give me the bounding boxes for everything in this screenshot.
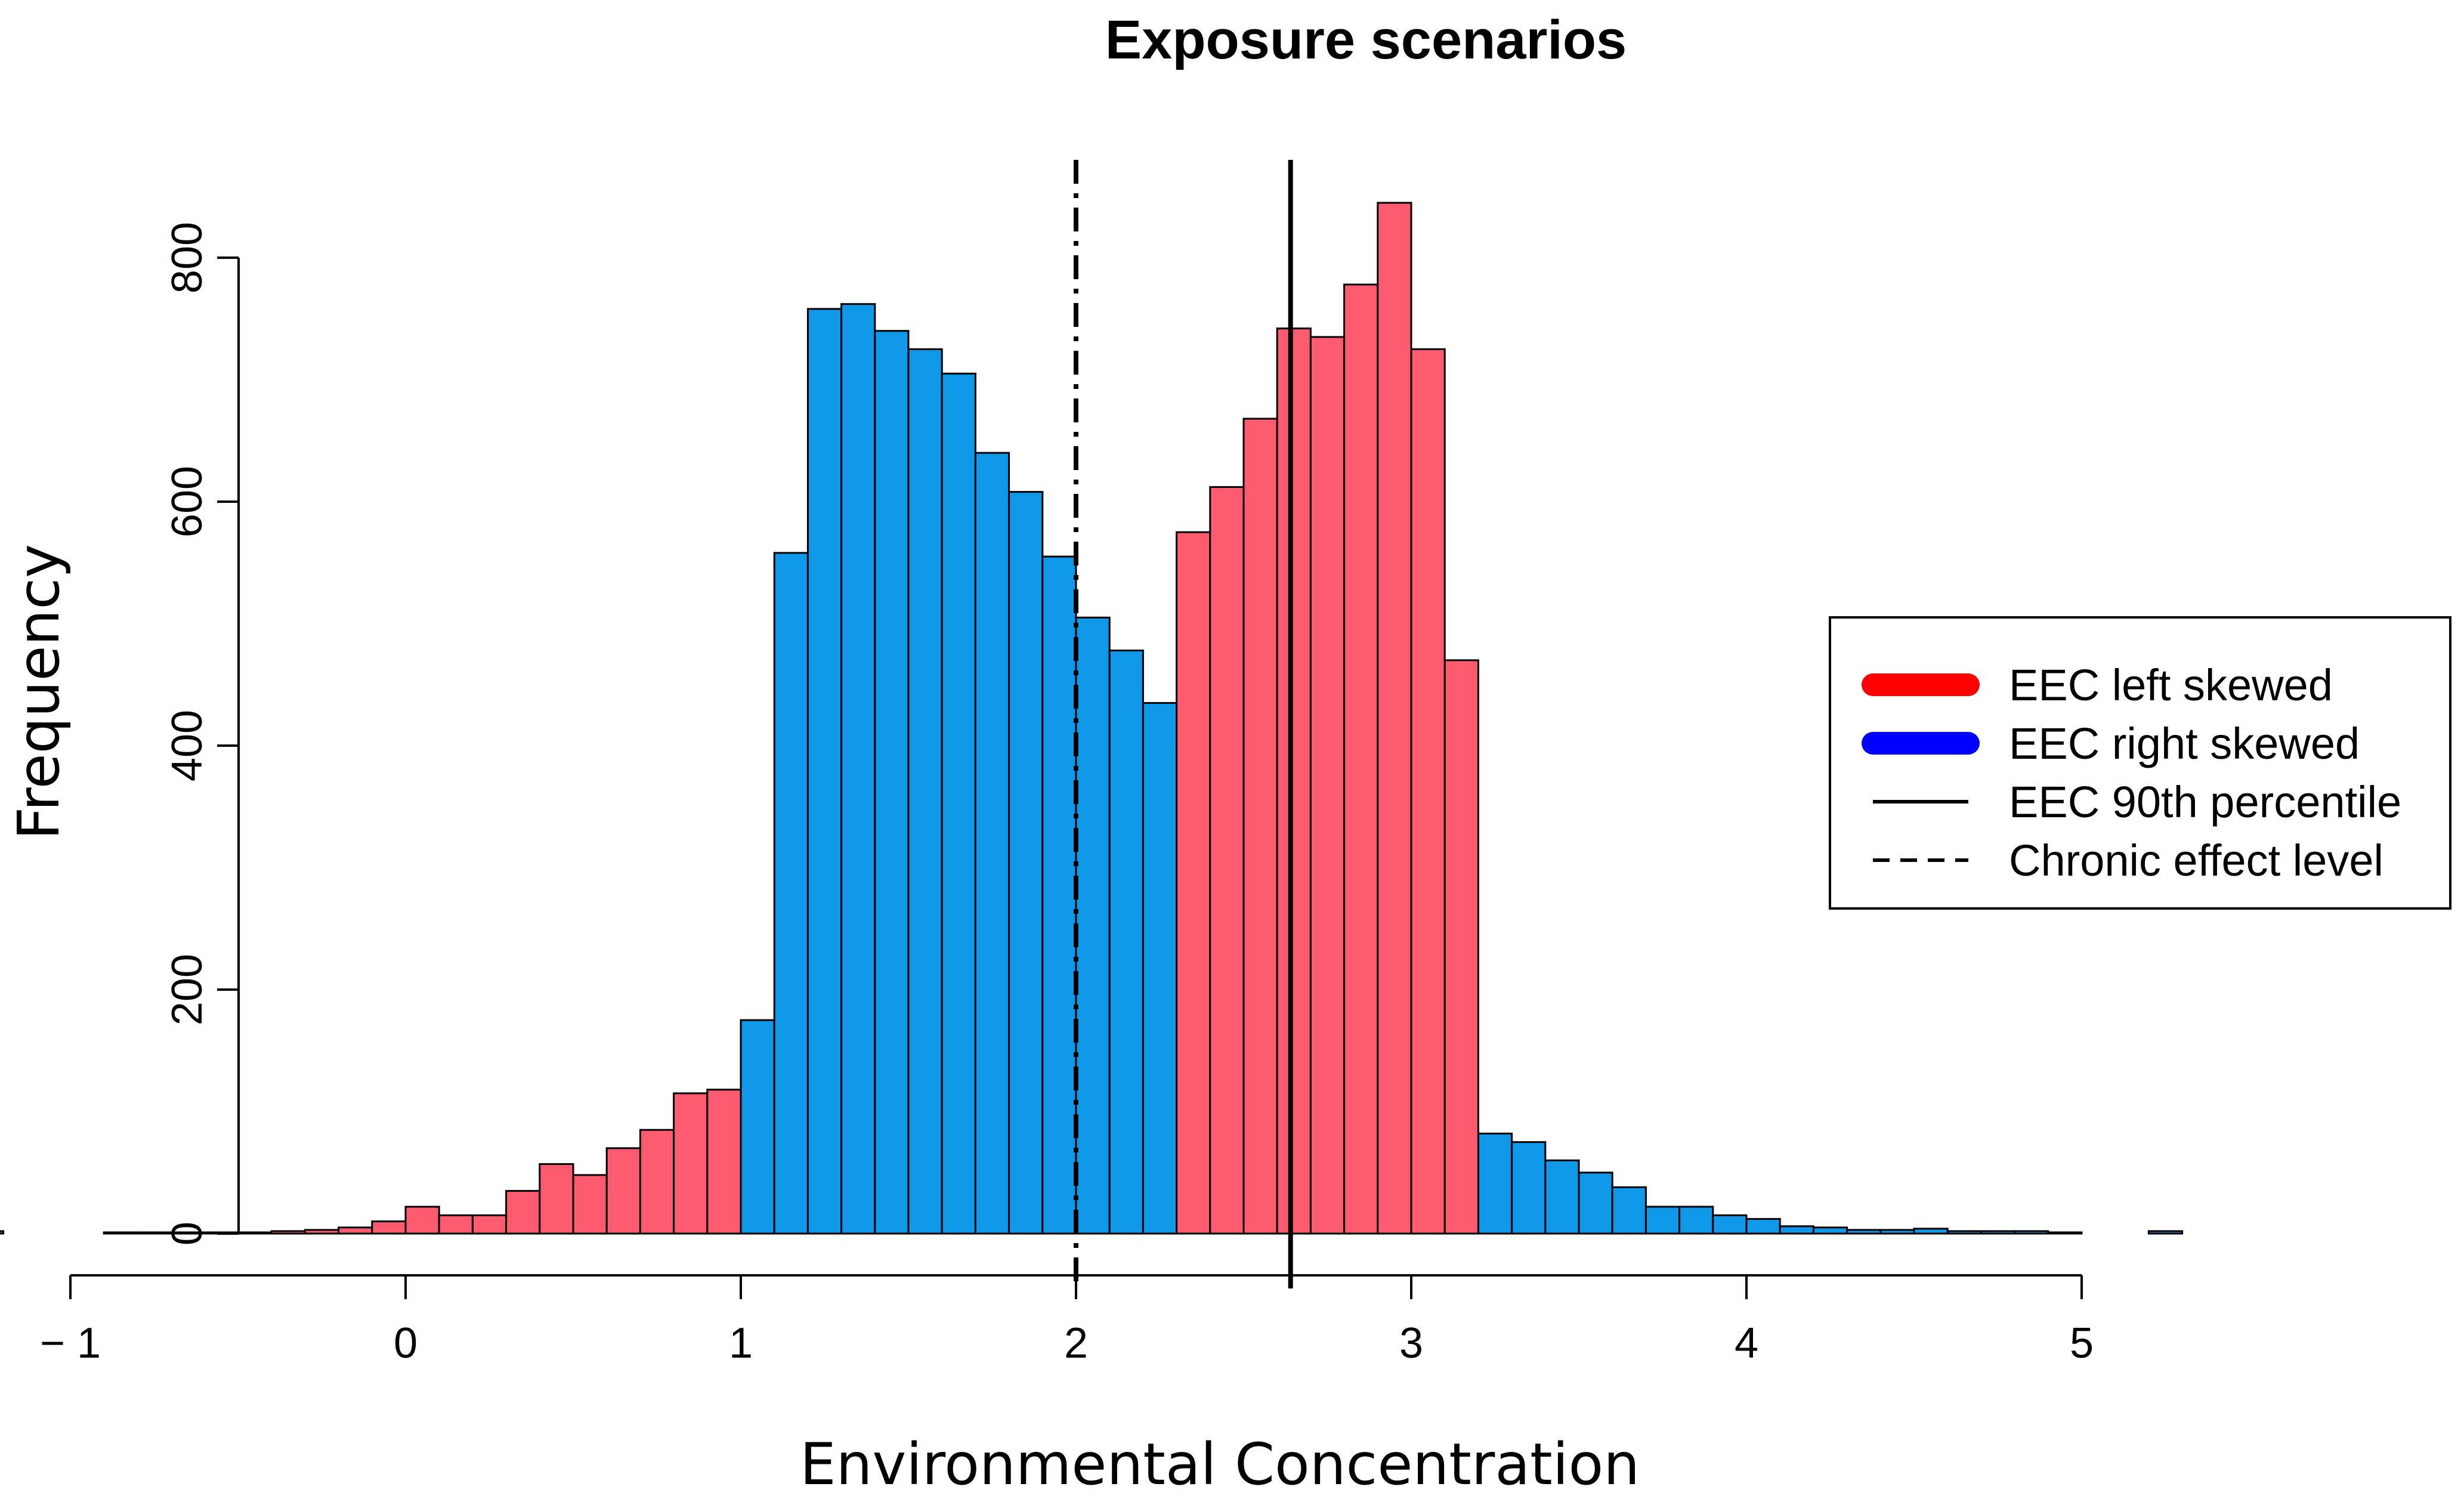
histogram-bar xyxy=(975,453,1009,1234)
histogram-bar xyxy=(774,553,808,1234)
histogram-bar xyxy=(1512,1142,1545,1234)
histogram-bar xyxy=(1177,532,1210,1234)
histogram-bar xyxy=(1981,1231,2014,1234)
histogram-bar xyxy=(1881,1230,1914,1234)
histogram-bar xyxy=(506,1191,540,1234)
x-tick-label: 3 xyxy=(1399,1319,1423,1367)
histogram-bar xyxy=(472,1215,506,1234)
histogram-bar xyxy=(1478,1133,1511,1234)
histogram-bar xyxy=(1009,492,1043,1234)
histogram-bar xyxy=(238,1232,271,1234)
histogram-chart: Exposure scenarios 0 200 400 600 800 − 1 0 1 2 3… xyxy=(0,0,2464,1502)
histogram-bar xyxy=(1847,1230,1881,1234)
histogram-bar xyxy=(1411,349,1445,1234)
histogram-bar xyxy=(1612,1187,1646,1234)
histogram-bar xyxy=(741,1020,774,1234)
y-tick-label: 600 xyxy=(163,466,211,537)
histogram-bar xyxy=(1579,1173,1612,1234)
chart-title: Exposure scenarios xyxy=(1105,10,1627,70)
x-tick-label: 5 xyxy=(2070,1319,2094,1367)
histogram-bar xyxy=(1310,337,1344,1234)
histogram-bar xyxy=(1210,487,1244,1234)
histogram-bar xyxy=(573,1175,607,1234)
histogram-bar xyxy=(1947,1231,1981,1234)
histogram-bar xyxy=(1109,650,1143,1234)
legend-label: Chronic effect level xyxy=(2009,836,2383,885)
y-tick-label: 400 xyxy=(163,710,211,781)
histogram-bar xyxy=(305,1230,338,1234)
histogram-bar xyxy=(674,1093,707,1234)
histogram-bar xyxy=(104,1232,137,1234)
y-axis: 0 200 400 600 800 xyxy=(163,222,239,1246)
histogram-bar xyxy=(808,309,841,1234)
x-tick-label: 1 xyxy=(729,1319,753,1367)
histogram-bar xyxy=(1344,285,1378,1234)
histogram-bar xyxy=(607,1148,640,1234)
histogram-bar xyxy=(640,1130,673,1234)
y-axis-label: Frequency xyxy=(5,544,72,840)
histogram-bar xyxy=(1244,419,1277,1234)
x-tick-label: 0 xyxy=(394,1319,418,1367)
histogram-bar xyxy=(406,1207,439,1234)
histogram-bar xyxy=(1076,617,1109,1234)
histogram-bar xyxy=(0,1231,4,1234)
histogram-bar xyxy=(1646,1207,1679,1234)
histogram-bar xyxy=(1277,329,1310,1234)
legend-label: EEC left skewed xyxy=(2009,660,2333,710)
histogram-bar xyxy=(2015,1231,2048,1234)
y-tick-label: 0 xyxy=(163,1222,211,1246)
histogram-bar xyxy=(2048,1232,2082,1234)
histogram-bar xyxy=(707,1090,741,1234)
histogram-bar xyxy=(1043,557,1076,1234)
histogram-bar xyxy=(1378,203,1411,1234)
histogram-bar xyxy=(271,1231,305,1234)
histogram-bar xyxy=(2148,1231,2182,1234)
histogram-bar xyxy=(1445,660,1478,1234)
legend: EEC left skewed EEC right skewed EEC 90th … xyxy=(1830,617,2450,908)
histogram-bar xyxy=(339,1228,372,1234)
x-axis-label: Environmental Concentration xyxy=(800,1431,1640,1498)
histogram-bar xyxy=(875,331,908,1234)
histogram-bar xyxy=(1780,1226,1813,1234)
histogram-bar xyxy=(1545,1160,1579,1234)
histogram-bar xyxy=(1143,703,1176,1234)
histogram-bar xyxy=(1746,1219,1780,1234)
x-tick-label: − 1 xyxy=(40,1319,101,1367)
legend-label: EEC right skewed xyxy=(2009,719,2360,768)
histogram-bar xyxy=(942,373,975,1234)
histogram-bar xyxy=(1713,1215,1746,1234)
x-tick-label: 4 xyxy=(1735,1319,1758,1367)
histogram-bar xyxy=(439,1215,472,1234)
y-tick-label: 200 xyxy=(163,954,211,1025)
histogram-bar xyxy=(908,349,942,1234)
histogram-bar xyxy=(372,1222,406,1234)
legend-label: EEC 90th percentile xyxy=(2009,777,2401,827)
histogram-bar xyxy=(1813,1228,1847,1234)
x-axis: − 1 0 1 2 3 4 5 xyxy=(40,1275,2094,1367)
y-tick-label: 800 xyxy=(163,222,211,293)
x-tick-label: 2 xyxy=(1064,1319,1088,1367)
histogram-bar xyxy=(540,1164,573,1234)
histogram-bar xyxy=(1914,1229,1947,1234)
histogram-bar xyxy=(842,304,875,1234)
histogram-bar xyxy=(1680,1207,1713,1234)
